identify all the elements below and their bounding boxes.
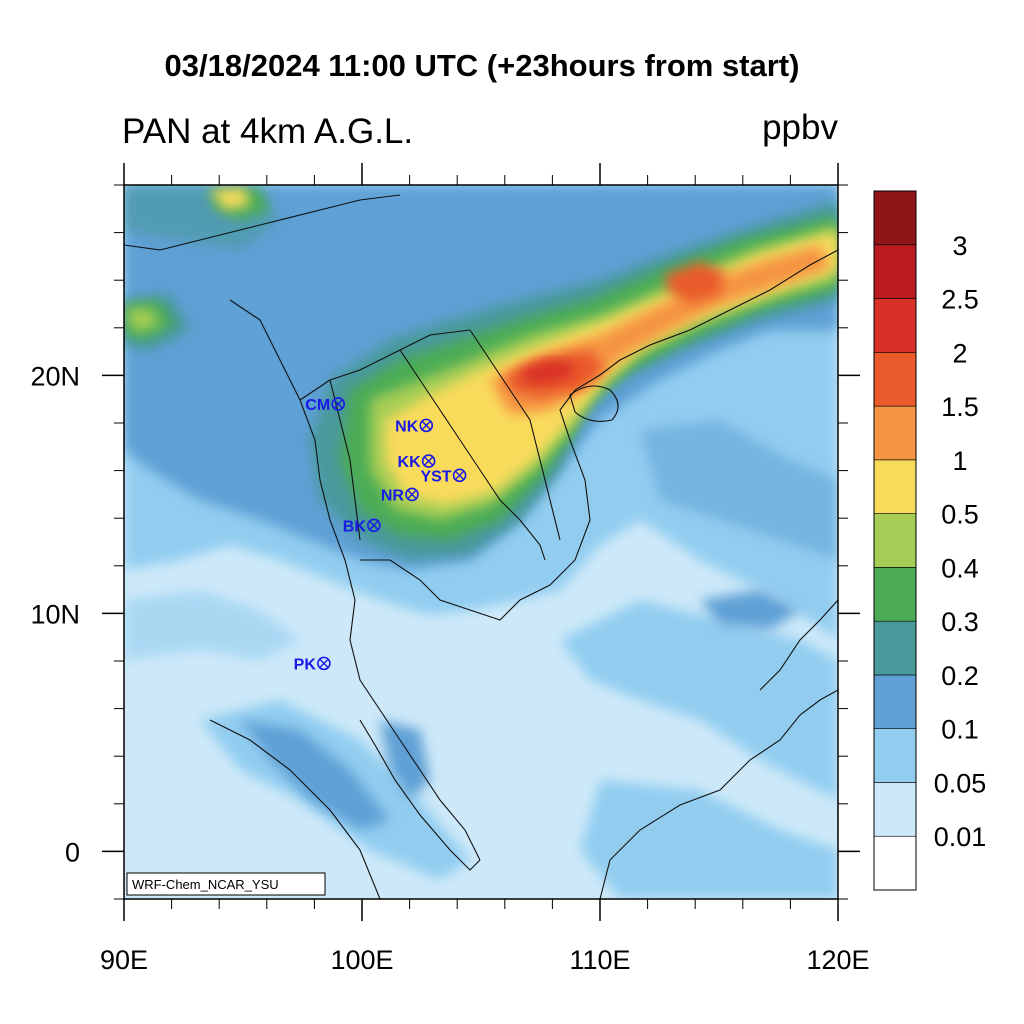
colorbar-segment <box>873 620 917 676</box>
colorbar-label: 2.5 <box>941 285 979 315</box>
station-marker-icon <box>367 518 381 533</box>
station-pk: PK <box>294 656 331 673</box>
credit-label: WRF-Chem_NCAR_YSU <box>132 877 279 892</box>
colorbar: 0.01 0.05 0.1 0.2 0.3 0.4 0.5 1 1.5 2 2.5 3 <box>873 190 987 891</box>
station-marker-cross <box>424 456 434 466</box>
field-title: PAN at 4km A.G.L. <box>122 112 414 151</box>
colorbar-segment <box>873 567 917 622</box>
station-bk: BK <box>343 518 381 535</box>
colorbar-label: 3 <box>952 231 967 261</box>
station-label: BK <box>343 518 367 535</box>
station-marker-icon <box>405 487 419 502</box>
station-cm: CM <box>305 397 346 414</box>
colorbar-label: 0.4 <box>941 553 979 583</box>
y-tick-label: 0 <box>65 837 80 867</box>
station-marker-icon <box>452 468 467 483</box>
colorbar-segment <box>873 459 917 514</box>
station-nr: NR <box>381 487 419 504</box>
axis-ticks: 90E 100E 110E 120E 0 10N 20N <box>30 163 870 975</box>
x-tick-label: 100E <box>330 945 393 975</box>
station-yst: YST <box>420 468 467 485</box>
x-tick-label: 120E <box>806 945 869 975</box>
station-label: PK <box>294 656 317 673</box>
coastlines <box>124 194 838 899</box>
station-marker-cross <box>421 420 431 430</box>
colorbar-segment <box>873 728 917 783</box>
units-label: ppbv <box>762 108 838 147</box>
colorbar-label: 0.5 <box>941 500 979 530</box>
colorbar-segment <box>873 244 917 299</box>
station-marker-icon <box>421 454 436 468</box>
station-marker-icon <box>317 656 331 671</box>
station-label: YST <box>420 468 451 485</box>
colorbar-label: 0.05 <box>934 768 987 798</box>
station-marker-cross <box>455 470 465 480</box>
colorbar-segment <box>873 298 917 353</box>
station-label: NR <box>381 487 405 504</box>
plot-frame <box>123 184 839 900</box>
colorbar-label: 2 <box>952 338 967 368</box>
colorbar-segment <box>873 835 917 891</box>
colorbar-label: 0.1 <box>941 715 979 745</box>
colorbar-label: 1 <box>952 446 967 476</box>
y-tick-label: 10N <box>30 599 80 629</box>
station-nk: NK <box>395 418 434 435</box>
x-tick-label: 110E <box>569 945 630 975</box>
colorbar-frame <box>873 190 917 891</box>
colorbar-label: 0.3 <box>941 607 979 637</box>
station-marker-cross <box>319 658 329 668</box>
station-kk: KK <box>398 454 436 471</box>
station-label: NK <box>395 418 419 435</box>
station-marker-cross <box>407 489 417 499</box>
colorbar-label: 1.5 <box>941 392 979 422</box>
colorbar-segment <box>873 782 917 837</box>
colorbar-label: 0.01 <box>934 822 987 852</box>
station-marker-cross <box>369 520 379 530</box>
colorbar-label: 0.2 <box>941 661 979 691</box>
map-title: 03/18/2024 11:00 UTC (+23hours from star… <box>164 48 800 83</box>
colorbar-segment <box>873 513 917 568</box>
colorbar-segment <box>873 405 917 461</box>
pan-field <box>124 185 838 899</box>
station-marker-cross <box>333 399 343 409</box>
station-marker-icon <box>331 397 346 411</box>
credit-box <box>126 872 326 896</box>
x-tick-label: 90E <box>100 945 148 975</box>
colorbar-segment <box>873 674 917 729</box>
colorbar-segment <box>873 352 917 407</box>
station-label: CM <box>305 397 330 414</box>
y-tick-label: 20N <box>30 361 80 391</box>
colorbar-segment <box>873 190 917 246</box>
station-marker-icon <box>419 418 434 433</box>
station-label: KK <box>398 454 422 471</box>
